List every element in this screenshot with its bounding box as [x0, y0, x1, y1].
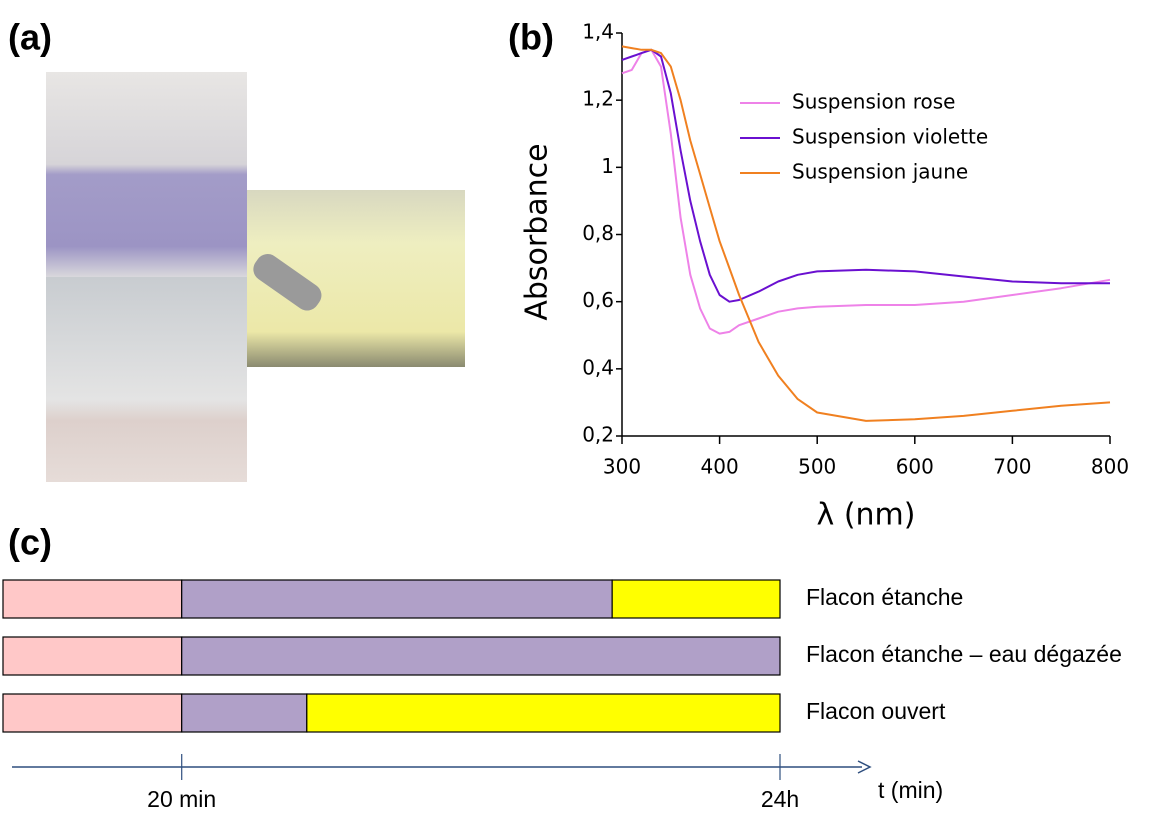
segment [2, 579, 183, 619]
y-tick-label: 1 [601, 154, 614, 178]
photo [46, 277, 247, 482]
panel-label: (a) [8, 17, 52, 58]
series-line [621, 48, 1110, 303]
segment [181, 579, 613, 619]
panel-label: (b) [508, 17, 554, 58]
time-axis-arrow [857, 760, 872, 774]
y-axis-label: Absorbance [520, 143, 555, 320]
y-tick-label: 1,2 [582, 87, 614, 111]
segment [306, 693, 781, 733]
legend-label: Suspension jaune [792, 160, 968, 184]
segment [181, 636, 781, 676]
x-tick-label: 400 [701, 455, 739, 479]
segment [2, 693, 183, 733]
y-tick-label: 0,8 [582, 221, 614, 245]
photo-detail [253, 254, 322, 311]
x-tick-label: 20 min [147, 786, 216, 809]
segment [611, 579, 781, 619]
y-tick-label: 0,6 [582, 288, 614, 312]
x-axis-label: λ (nm) [817, 498, 916, 533]
legend-label: Suspension rose [792, 90, 955, 114]
y-tick-label: 0,2 [582, 423, 614, 447]
y-tick-label: 0,4 [582, 355, 614, 379]
x-tick-label: 800 [1091, 455, 1129, 479]
x-tick-label: 700 [993, 455, 1031, 479]
segment [181, 693, 308, 733]
legend-label: Suspension violette [792, 125, 988, 149]
y-tick-label: 1,4 [582, 20, 614, 44]
photo [46, 72, 247, 277]
x-tick-label: 24h [761, 786, 799, 809]
panel-label: (c) [8, 522, 52, 563]
segment [2, 636, 183, 676]
series-line [621, 45, 1111, 422]
time-axis-label: t (min) [878, 777, 943, 803]
series-line [621, 48, 1111, 335]
x-tick-label: 600 [896, 455, 934, 479]
x-tick-label: 300 [603, 455, 641, 479]
x-tick-label: 500 [798, 455, 836, 479]
row-label: Flacon ouvert [806, 698, 946, 724]
row-label: Flacon étanche [806, 584, 963, 610]
row-label: Flacon étanche – eau dégazée [806, 641, 1122, 667]
